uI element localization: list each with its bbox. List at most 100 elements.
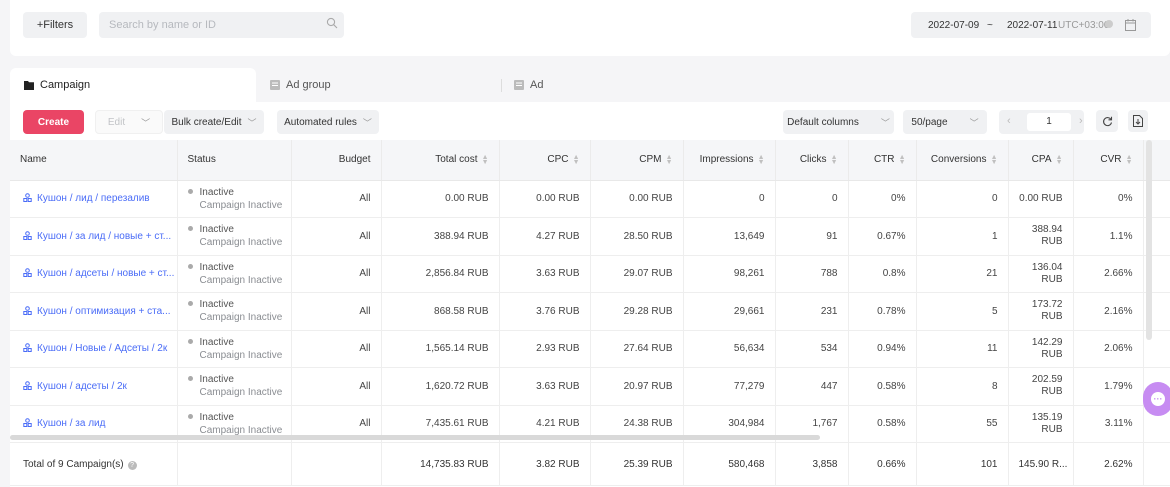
total-ctr: 0.66% xyxy=(848,442,917,486)
cell-cpc: 2.93 RUB xyxy=(499,330,591,368)
cell-cpm: 28.50 RUB xyxy=(590,217,684,256)
chevron-down-icon: ﹀ xyxy=(141,117,151,128)
cell-clicks: 534 xyxy=(775,330,849,368)
campaign-name[interactable]: Кушон / Новые / Адсеты / 2к xyxy=(37,343,168,355)
cell-cpm: 27.64 RUB xyxy=(590,330,684,368)
cell-cvr: 2.16% xyxy=(1073,292,1144,331)
campaign-name[interactable]: Кушон / за лид xyxy=(37,418,106,430)
column-header-label: CPM xyxy=(639,154,662,166)
campaign-name-link[interactable]: Кушон / адсеты / новые + ст... xyxy=(10,255,178,293)
total-impressions: 580,468 xyxy=(683,442,776,486)
column-header-cpm[interactable]: CPM ▲ ▼ xyxy=(590,140,684,181)
filters-button[interactable]: +Filters xyxy=(23,12,87,38)
sort-icon[interactable]: ▲ ▼ xyxy=(830,153,838,166)
column-header-cpc[interactable]: CPC ▲ ▼ xyxy=(499,140,591,181)
cell-ctr: 0.67% xyxy=(848,217,917,256)
cell-cpm: 29.07 RUB xyxy=(590,255,684,293)
campaign-name[interactable]: Кушон / за лид / новые + ст... xyxy=(37,230,172,242)
campaign-name-link[interactable]: Кушон / Новые / Адсеты / 2к xyxy=(10,330,178,368)
create-button[interactable]: Create xyxy=(23,110,84,134)
export-icon xyxy=(1133,115,1143,127)
cell-cpa: 173.72 RUB xyxy=(1008,292,1074,331)
campaign-name[interactable]: Кушон / адсеты / новые + ст... xyxy=(37,268,175,280)
edit-button[interactable]: Edit ﹀ xyxy=(95,110,163,134)
calendar-icon[interactable] xyxy=(1125,19,1136,31)
campaign-icon xyxy=(23,305,32,315)
total-cpa: 145.90 R... xyxy=(1008,442,1074,486)
cell-budget: All xyxy=(291,292,382,331)
column-header-total-cost[interactable]: Total cost ▲ ▼ xyxy=(381,140,500,181)
total-cpm: 25.39 RUB xyxy=(590,442,684,486)
page-size-select[interactable]: 50/page ﹀ xyxy=(903,110,987,134)
date-start[interactable]: 2022-07-09 xyxy=(928,19,980,31)
cell-total-cost: 868.58 RUB xyxy=(381,292,500,331)
sort-icon[interactable]: ▲ ▼ xyxy=(990,153,998,166)
sort-icon[interactable]: ▲ ▼ xyxy=(572,153,580,166)
column-header-cpa[interactable]: CPA ▲ ▼ xyxy=(1008,140,1074,181)
date-end[interactable]: 2022-07-11 xyxy=(1007,19,1058,31)
campaign-name[interactable]: Кушон / адсеты / 2к xyxy=(37,380,127,392)
sort-icon[interactable]: ▲ ▼ xyxy=(1125,153,1133,166)
tab-campaign[interactable]: Campaign xyxy=(10,68,256,102)
status-cell: Inactive Campaign Inactive xyxy=(177,217,292,256)
cell-budget: All xyxy=(291,255,382,293)
campaign-name-link[interactable]: Кушон / лид / перезалив xyxy=(10,180,178,218)
cell-cpm: 0.00 RUB xyxy=(590,180,684,218)
cell-clicks: 91 xyxy=(775,217,849,256)
search-icon[interactable] xyxy=(326,17,338,29)
tab-ad-group[interactable]: Ad group xyxy=(270,68,500,102)
campaign-table: Name Status Budget Total cost ▲ ▼ CPC ▲ ▼ CP… xyxy=(10,140,1170,486)
info-icon[interactable]: ? xyxy=(127,460,137,470)
page-number-input[interactable]: 1 xyxy=(1027,113,1071,131)
table-row: Кушон / оптимизация + ста... Inactive Camp… xyxy=(10,292,1170,331)
table-row: Кушон / за лид / новые + ст... Inactive Ca… xyxy=(10,217,1170,256)
search-input[interactable] xyxy=(99,12,344,38)
status-label: Inactive xyxy=(199,411,234,423)
automated-rules-button[interactable]: Automated rules ﹀ xyxy=(277,110,379,134)
sort-icon[interactable]: ▲ ▼ xyxy=(757,153,765,166)
column-header-cvr[interactable]: CVR ▲ ▼ xyxy=(1073,140,1144,181)
cell-clicks: 0 xyxy=(775,180,849,218)
cell-cvr: 0% xyxy=(1073,180,1144,218)
substatus-label: Campaign Inactive xyxy=(199,237,283,249)
campaign-name[interactable]: Кушон / лид / перезалив xyxy=(37,193,150,205)
sort-icon[interactable]: ▲ ▼ xyxy=(898,153,906,166)
column-header-status[interactable]: Status xyxy=(177,140,292,181)
campaign-name[interactable]: Кушон / оптимизация + ста... xyxy=(37,305,171,317)
tab-ad[interactable]: Ad xyxy=(514,68,714,102)
table-row: Кушон / Новые / Адсеты / 2к Inactive Campa… xyxy=(10,330,1170,368)
cell-impressions: 29,661 xyxy=(683,292,776,331)
column-header-ctr[interactable]: CTR ▲ ▼ xyxy=(848,140,917,181)
date-range-picker[interactable]: 2022-07-09 ~ 2022-07-11 UTC+03:00 xyxy=(911,12,1151,38)
horizontal-scrollbar[interactable] xyxy=(10,435,820,440)
export-button[interactable] xyxy=(1128,110,1148,132)
prev-page-icon[interactable]: ‹ xyxy=(1007,115,1011,127)
campaign-name-link[interactable]: Кушон / за лид / новые + ст... xyxy=(10,217,178,256)
sort-icon[interactable]: ▲ ▼ xyxy=(481,153,489,166)
status-label: Inactive xyxy=(199,374,234,386)
column-header-budget[interactable]: Budget xyxy=(291,140,382,181)
cell-budget: All xyxy=(291,367,382,406)
campaign-name-link[interactable]: Кушон / адсеты / 2к xyxy=(10,367,178,406)
chat-support-button[interactable]: ··· xyxy=(1143,382,1170,416)
cell-cvr: 1.79% xyxy=(1073,367,1144,406)
column-header-name[interactable]: Name xyxy=(10,140,178,181)
status-cell: Inactive Campaign Inactive xyxy=(177,367,292,406)
cell-cpm: 20.97 RUB xyxy=(590,367,684,406)
refresh-button[interactable] xyxy=(1096,110,1118,132)
column-header-conversions[interactable]: Conversions ▲ ▼ xyxy=(916,140,1009,181)
campaign-name-link[interactable]: Кушон / оптимизация + ста... xyxy=(10,292,178,331)
folder-icon xyxy=(24,81,34,90)
next-page-icon[interactable]: › xyxy=(1079,115,1083,127)
sort-icon[interactable]: ▲ ▼ xyxy=(1055,153,1063,166)
cell-clicks: 447 xyxy=(775,367,849,406)
cell-impressions: 13,649 xyxy=(683,217,776,256)
sort-icon[interactable]: ▲ ▼ xyxy=(665,153,673,166)
vertical-scrollbar[interactable] xyxy=(1146,140,1152,340)
chat-icon: ··· xyxy=(1151,392,1165,406)
column-header-impressions[interactable]: Impressions ▲ ▼ xyxy=(683,140,776,181)
column-header-clicks[interactable]: Clicks ▲ ▼ xyxy=(775,140,849,181)
columns-select[interactable]: Default columns ﹀ xyxy=(783,110,894,134)
column-header-label: CPC xyxy=(547,154,569,166)
bulk-create-edit-button[interactable]: Bulk create/Edit ﹀ xyxy=(164,110,264,134)
